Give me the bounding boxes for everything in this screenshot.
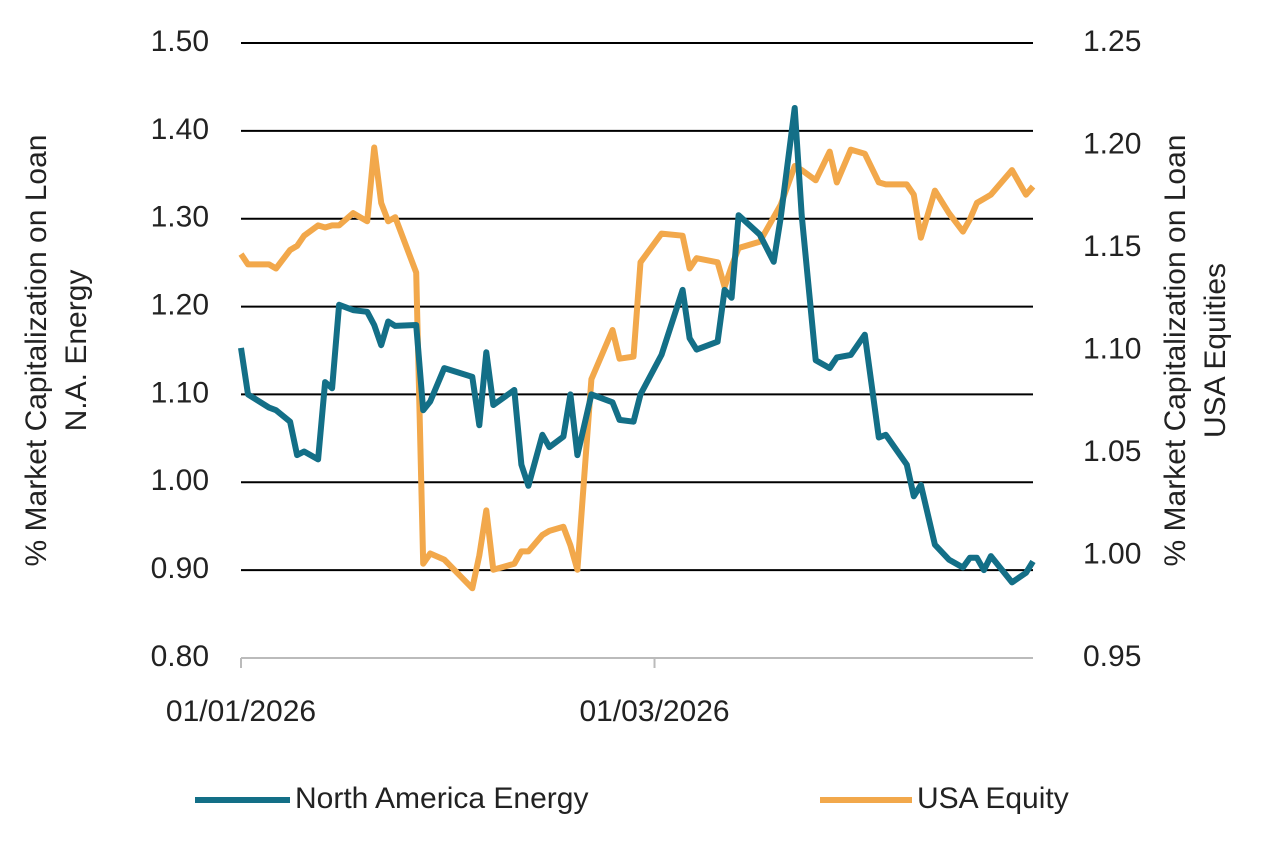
y-tick-label: 1.00 xyxy=(151,464,209,497)
y-axis-label: % Market Capitalization on Loan xyxy=(20,135,53,567)
y2-axis-label: USA Equities xyxy=(1199,263,1232,438)
y2-tick-label: 1.00 xyxy=(1083,537,1141,570)
series-line xyxy=(238,144,1036,592)
y2-tick-label: 1.20 xyxy=(1083,127,1141,160)
legend-label: North America Energy xyxy=(295,782,588,815)
y-tick-label: 0.90 xyxy=(151,552,209,585)
y-axis-label: N.A. Energy xyxy=(60,270,93,432)
y2-tick-label: 1.25 xyxy=(1083,25,1141,58)
y2-axis-label: % Market Capitalization on Loan xyxy=(1159,135,1192,567)
x-tick-label: 01/01/2026 xyxy=(166,695,316,728)
legend-label: USA Equity xyxy=(917,782,1069,815)
x-tick-label: 01/03/2026 xyxy=(579,695,729,728)
y-tick-label: 1.50 xyxy=(151,25,209,58)
y-tick-label: 1.40 xyxy=(151,113,209,146)
y-tick-label: 1.10 xyxy=(151,376,209,409)
y2-tick-label: 1.15 xyxy=(1083,230,1141,263)
y2-tick-label: 1.10 xyxy=(1083,332,1141,365)
y-tick-label: 0.80 xyxy=(151,640,209,673)
series-line xyxy=(238,105,1036,586)
y-tick-label: 1.20 xyxy=(151,288,209,321)
y2-tick-label: 1.05 xyxy=(1083,435,1141,468)
y2-tick-label: 0.95 xyxy=(1083,640,1141,673)
y-tick-label: 1.30 xyxy=(151,201,209,234)
